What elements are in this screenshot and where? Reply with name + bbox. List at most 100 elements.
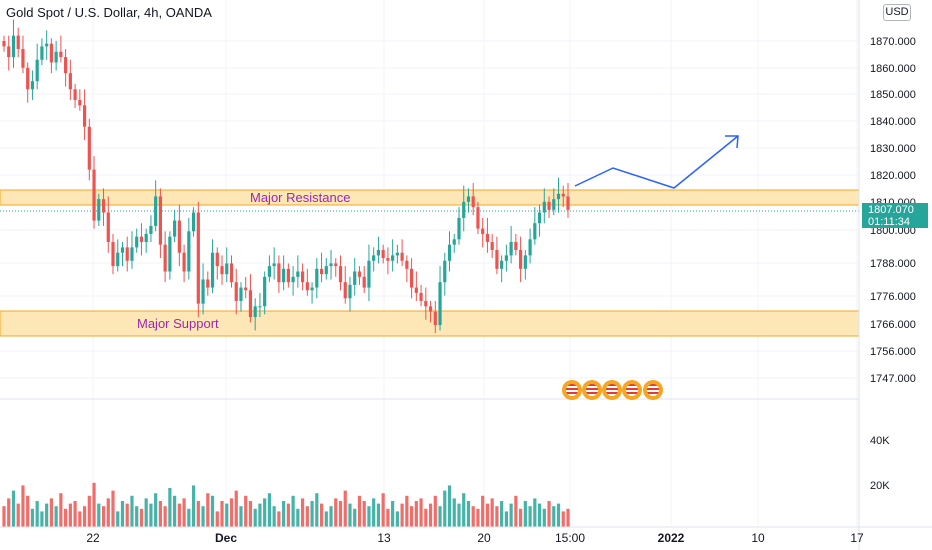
us-flag-event-icon[interactable] — [582, 380, 602, 400]
volume-bar — [343, 490, 347, 527]
volume-bar — [552, 506, 556, 527]
time-tick-label: 10 — [751, 531, 765, 545]
price-tick-label: 1850.000 — [870, 89, 916, 101]
candle-body — [248, 290, 253, 318]
volume-bar — [561, 511, 565, 527]
candle-body — [272, 263, 276, 267]
volume-bar — [267, 493, 272, 527]
volume-bar — [45, 503, 49, 527]
volume-bar — [514, 495, 518, 527]
volume-bar — [357, 495, 362, 527]
time-tick-label: 20 — [477, 531, 491, 545]
candle-body — [154, 196, 158, 226]
price-tick-label: 1788.000 — [870, 258, 916, 270]
volume-bar — [26, 495, 30, 527]
volume-bar — [168, 488, 172, 527]
volume-bar — [40, 511, 44, 527]
candle-body — [163, 244, 167, 272]
volume-bar — [35, 501, 39, 527]
price-axis[interactable]: 1870.000 1860.000 1850.000 1840.000 1830.000… — [870, 36, 916, 492]
bar-countdown: 01:11:34 — [868, 216, 911, 228]
candle-body — [45, 43, 49, 47]
candle-body — [495, 250, 499, 269]
volume-bar — [424, 508, 428, 527]
volume-bar — [7, 498, 11, 527]
volume-bar — [296, 508, 300, 527]
candle-body — [7, 46, 11, 58]
volume-bar — [286, 503, 290, 527]
price-tick-label: 1756.000 — [870, 346, 916, 358]
volume-bar — [101, 506, 106, 527]
volume-tick-label: 20K — [870, 480, 890, 492]
candle-body — [97, 199, 101, 221]
volume-bar — [144, 498, 148, 527]
volume-bar — [452, 498, 456, 527]
candle-body — [319, 268, 324, 275]
volume-bar — [187, 508, 191, 527]
us-flag-event-icon[interactable] — [643, 380, 663, 400]
volume-bar — [177, 503, 181, 527]
volume-bar — [59, 493, 63, 527]
candle-body — [514, 242, 518, 251]
candle-body — [528, 239, 532, 256]
candle-body — [315, 268, 319, 288]
us-flag-event-icon[interactable] — [622, 380, 642, 400]
candle-body — [561, 193, 565, 197]
volume-bar — [154, 493, 158, 527]
candle-body — [400, 252, 404, 261]
candle-body — [106, 212, 110, 242]
volume-bar — [120, 501, 125, 527]
candle-body — [523, 255, 527, 269]
candle-body — [182, 252, 186, 272]
volume-bar — [523, 501, 527, 527]
candle-body — [92, 169, 96, 221]
candle-body — [73, 89, 77, 100]
candle-body — [35, 59, 39, 82]
candle-body — [59, 51, 63, 58]
volume-bar — [239, 506, 243, 527]
candle-body — [135, 236, 139, 248]
candle-body — [566, 196, 570, 210]
support-zone — [0, 310, 860, 337]
candle-body — [239, 287, 243, 301]
candle-body — [87, 126, 91, 170]
candle-body — [26, 67, 30, 90]
candle-body — [367, 260, 371, 288]
volume-bar — [234, 490, 238, 527]
volume-bar — [315, 493, 319, 527]
volume-bar — [30, 508, 35, 527]
volume-bar — [438, 506, 442, 527]
candle-body — [443, 260, 447, 283]
us-flag-event-icon[interactable] — [562, 380, 582, 400]
candle-body — [419, 292, 423, 301]
us-flag-event-icon[interactable] — [602, 380, 622, 400]
resistance-label: Major Resistance — [250, 190, 351, 205]
volume-bar — [362, 501, 366, 527]
price-tick-label: 1830.000 — [870, 143, 916, 155]
currency-button[interactable]: USD — [883, 4, 911, 21]
candle-body — [409, 268, 414, 288]
candle-body — [471, 196, 475, 208]
volume-bar — [21, 485, 25, 527]
volume-bar — [244, 495, 248, 527]
volume-bar — [533, 498, 537, 527]
volume-bar — [87, 495, 91, 527]
volume-bar — [300, 498, 305, 527]
volume-bar — [490, 498, 494, 527]
time-axis[interactable]: 22 Dec 13 20 15:00 2022 10 17 — [86, 531, 864, 545]
volume-bar — [443, 490, 447, 527]
candle-body — [329, 263, 333, 267]
candle-body — [11, 35, 16, 58]
volume-bar — [495, 506, 499, 527]
candle-body — [324, 266, 328, 275]
candle-body — [173, 220, 177, 237]
volume-bar — [324, 511, 328, 527]
volume-bar — [263, 498, 267, 527]
volume-bar — [334, 498, 338, 527]
candle-body — [490, 242, 494, 251]
volume-bar — [97, 503, 101, 527]
candle-body — [101, 199, 106, 213]
time-tick-label: 15:00 — [555, 531, 585, 545]
